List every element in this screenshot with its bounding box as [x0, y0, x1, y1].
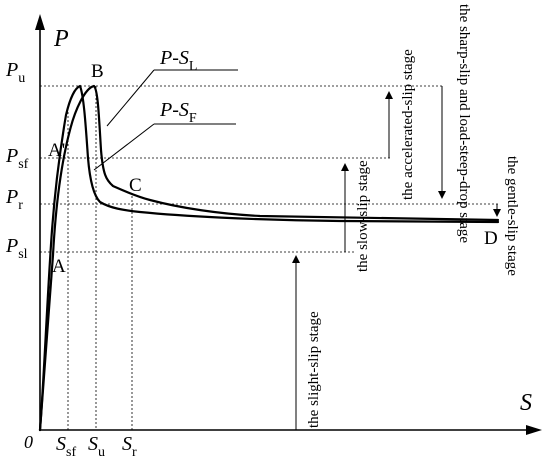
y-axis-label: P	[53, 26, 69, 52]
origin-label: 0	[24, 432, 33, 452]
slow-slip-stage-label: the slow-slip stage	[355, 160, 371, 272]
load-slip-curve	[38, 84, 500, 432]
y-tick-psf: Psf	[5, 145, 29, 172]
x-tick-ssf: Ssf	[56, 433, 76, 460]
point-a-prime-label: A'	[48, 140, 65, 161]
free-slip-curve-label: P-SF	[159, 99, 197, 126]
y-tick-psl: Psl	[5, 235, 28, 262]
y-tick-pu: Pu	[5, 59, 25, 86]
slight-slip-stage-label: the slight-slip stage	[306, 311, 322, 428]
load-slip-label-leader	[106, 69, 155, 127]
point-c-label: C	[129, 175, 142, 196]
point-d-label: D	[484, 228, 498, 249]
x-tick-sr: Sr	[122, 433, 137, 460]
y-tick-pr: Pr	[5, 186, 23, 213]
x-axis-label: S	[520, 390, 532, 416]
point-a-label: A	[52, 256, 66, 277]
y-axis-arrow	[35, 14, 45, 30]
free-slip-curve	[38, 84, 500, 432]
sharp-slip-stage-label: the sharp-slip and load-steep-drop stage	[456, 4, 472, 243]
x-tick-su: Su	[88, 433, 105, 460]
load-slip-curve-label: P-SL	[159, 47, 197, 74]
point-b-label: B	[91, 61, 104, 82]
free-slip-label-leader	[93, 123, 155, 171]
gentle-slip-stage-label: the gentle-slip stage	[504, 156, 520, 276]
accelerated-slip-stage-label: the accelerated-slip stage	[400, 49, 416, 200]
x-axis-arrow	[526, 425, 542, 435]
